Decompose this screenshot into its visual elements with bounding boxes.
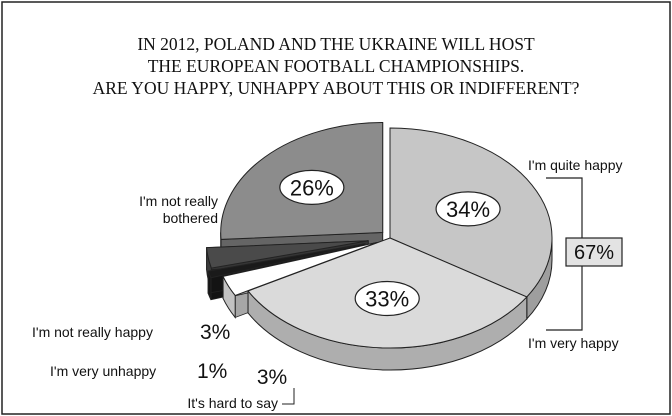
slice-very-happy-bubble xyxy=(354,280,420,317)
slice-not-bothered-value-label: 26% xyxy=(290,175,334,200)
label-not-really-happy: I'm not really happy xyxy=(32,324,153,340)
slice-very-happy-value-label: 33% xyxy=(365,286,409,311)
slice-it-s-hard-to-say xyxy=(222,241,378,297)
label-not-bothered-line-2: bothered xyxy=(163,210,218,226)
summary-value: 67% xyxy=(574,242,614,264)
title-line-1: IN 2012, POLAND AND THE UKRAINE WILL HOS… xyxy=(137,34,535,54)
chart-title: IN 2012, POLAND AND THE UKRAINE WILL HOS… xyxy=(93,34,580,98)
slice-quite-happy-bubble xyxy=(435,191,501,227)
label-very-happy: I'm very happy xyxy=(528,335,619,351)
title-line-2: THE EUROPEAN FOOTBALL CHAMPIONSHIPS. xyxy=(148,56,525,76)
label-not-really-happy-value: 3% xyxy=(200,321,230,344)
slice-not-bothered-bubble xyxy=(279,169,345,205)
label-very-unhappy: I'm very unhappy xyxy=(50,363,156,379)
slice-i-m-not-really-happy xyxy=(206,240,369,269)
title-line-3: ARE YOU HAPPY, UNHAPPY ABOUT THIS OR IND… xyxy=(93,78,580,98)
label-very-unhappy-value: 1% xyxy=(197,360,227,383)
summary-box xyxy=(565,237,623,267)
label-hard-to-say-value: 3% xyxy=(257,366,287,389)
label-hard-to-say: It's hard to say xyxy=(187,395,278,411)
label-quite-happy: I'm quite happy xyxy=(528,157,623,173)
hard-to-say-leader xyxy=(282,388,295,405)
label-not-bothered-line-1: I'm not really xyxy=(139,193,218,209)
slice-i-m-very-unhappy xyxy=(207,243,366,279)
pie-layer xyxy=(206,122,553,371)
slice-quite-happy-value-label: 34% xyxy=(446,197,490,222)
label-layer: 34% 33% 26% I'm quite happy I'm very happy I'… xyxy=(32,157,623,411)
